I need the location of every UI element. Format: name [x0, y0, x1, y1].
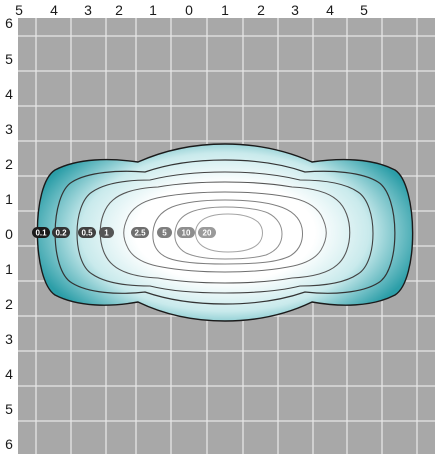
x-tick-label: 1: [149, 2, 157, 18]
x-tick-label: 5: [360, 2, 368, 18]
contour-label-0.1: 0.1: [32, 227, 50, 238]
svg-text:2.5: 2.5: [134, 229, 146, 238]
svg-text:5: 5: [162, 229, 167, 238]
contour-label-0.5: 0.5: [78, 227, 96, 238]
x-tick-label: 4: [50, 2, 58, 18]
y-tick-label: 6: [5, 15, 13, 31]
contour-1: [99, 181, 351, 284]
y-tick-label: 2: [5, 156, 13, 172]
y-tick-label: 4: [5, 86, 13, 102]
contour-label-2.5: 2.5: [131, 227, 149, 238]
y-axis-labels: 6 5 4 3 2 1 0 1 2 3 4 5 6: [5, 15, 13, 452]
x-tick-label: 4: [326, 2, 334, 18]
y-tick-label: 5: [5, 51, 13, 67]
svg-text:10: 10: [182, 229, 191, 238]
x-tick-label: 3: [291, 2, 299, 18]
contour-labels: 0.1 0.2 0.5 1 2.5 5 10 20: [32, 227, 216, 238]
y-tick-label: 6: [5, 436, 13, 452]
contour-20: [195, 213, 263, 253]
contour-0.5: [76, 171, 374, 294]
svg-text:0.5: 0.5: [81, 229, 93, 238]
contour-10: [174, 206, 283, 260]
contour-label-5: 5: [157, 227, 172, 238]
y-tick-label: 3: [5, 331, 13, 347]
x-tick-label: 2: [257, 2, 265, 18]
contour-5: [152, 199, 303, 265]
y-tick-label: 1: [5, 261, 13, 277]
svg-text:0.1: 0.1: [35, 229, 47, 238]
contour-0.1: [36, 143, 414, 322]
y-tick-label: 0: [5, 226, 13, 242]
x-tick-label: 2: [115, 2, 123, 18]
svg-text:0.2: 0.2: [55, 229, 67, 238]
contour-label-20: 20: [198, 227, 216, 238]
x-tick-label: 1: [221, 2, 229, 18]
x-tick-label: 5: [15, 2, 23, 18]
contour-0.2: [54, 159, 396, 305]
contour-label-0.2: 0.2: [52, 227, 70, 238]
y-tick-label: 4: [5, 366, 13, 382]
contour-2.5: [123, 191, 327, 273]
y-tick-label: 2: [5, 296, 13, 312]
x-tick-label: 0: [185, 2, 193, 18]
svg-text:20: 20: [203, 229, 212, 238]
y-tick-label: 3: [5, 121, 13, 137]
x-axis-labels: 5 4 3 2 1 0 1 2 3 4 5: [15, 2, 368, 18]
x-tick-label: 3: [84, 2, 92, 18]
svg-text:1: 1: [104, 229, 109, 238]
y-tick-label: 1: [5, 191, 13, 207]
contour-label-10: 10: [177, 227, 195, 238]
contour-label-1: 1: [99, 227, 114, 238]
y-tick-label: 5: [5, 401, 13, 417]
